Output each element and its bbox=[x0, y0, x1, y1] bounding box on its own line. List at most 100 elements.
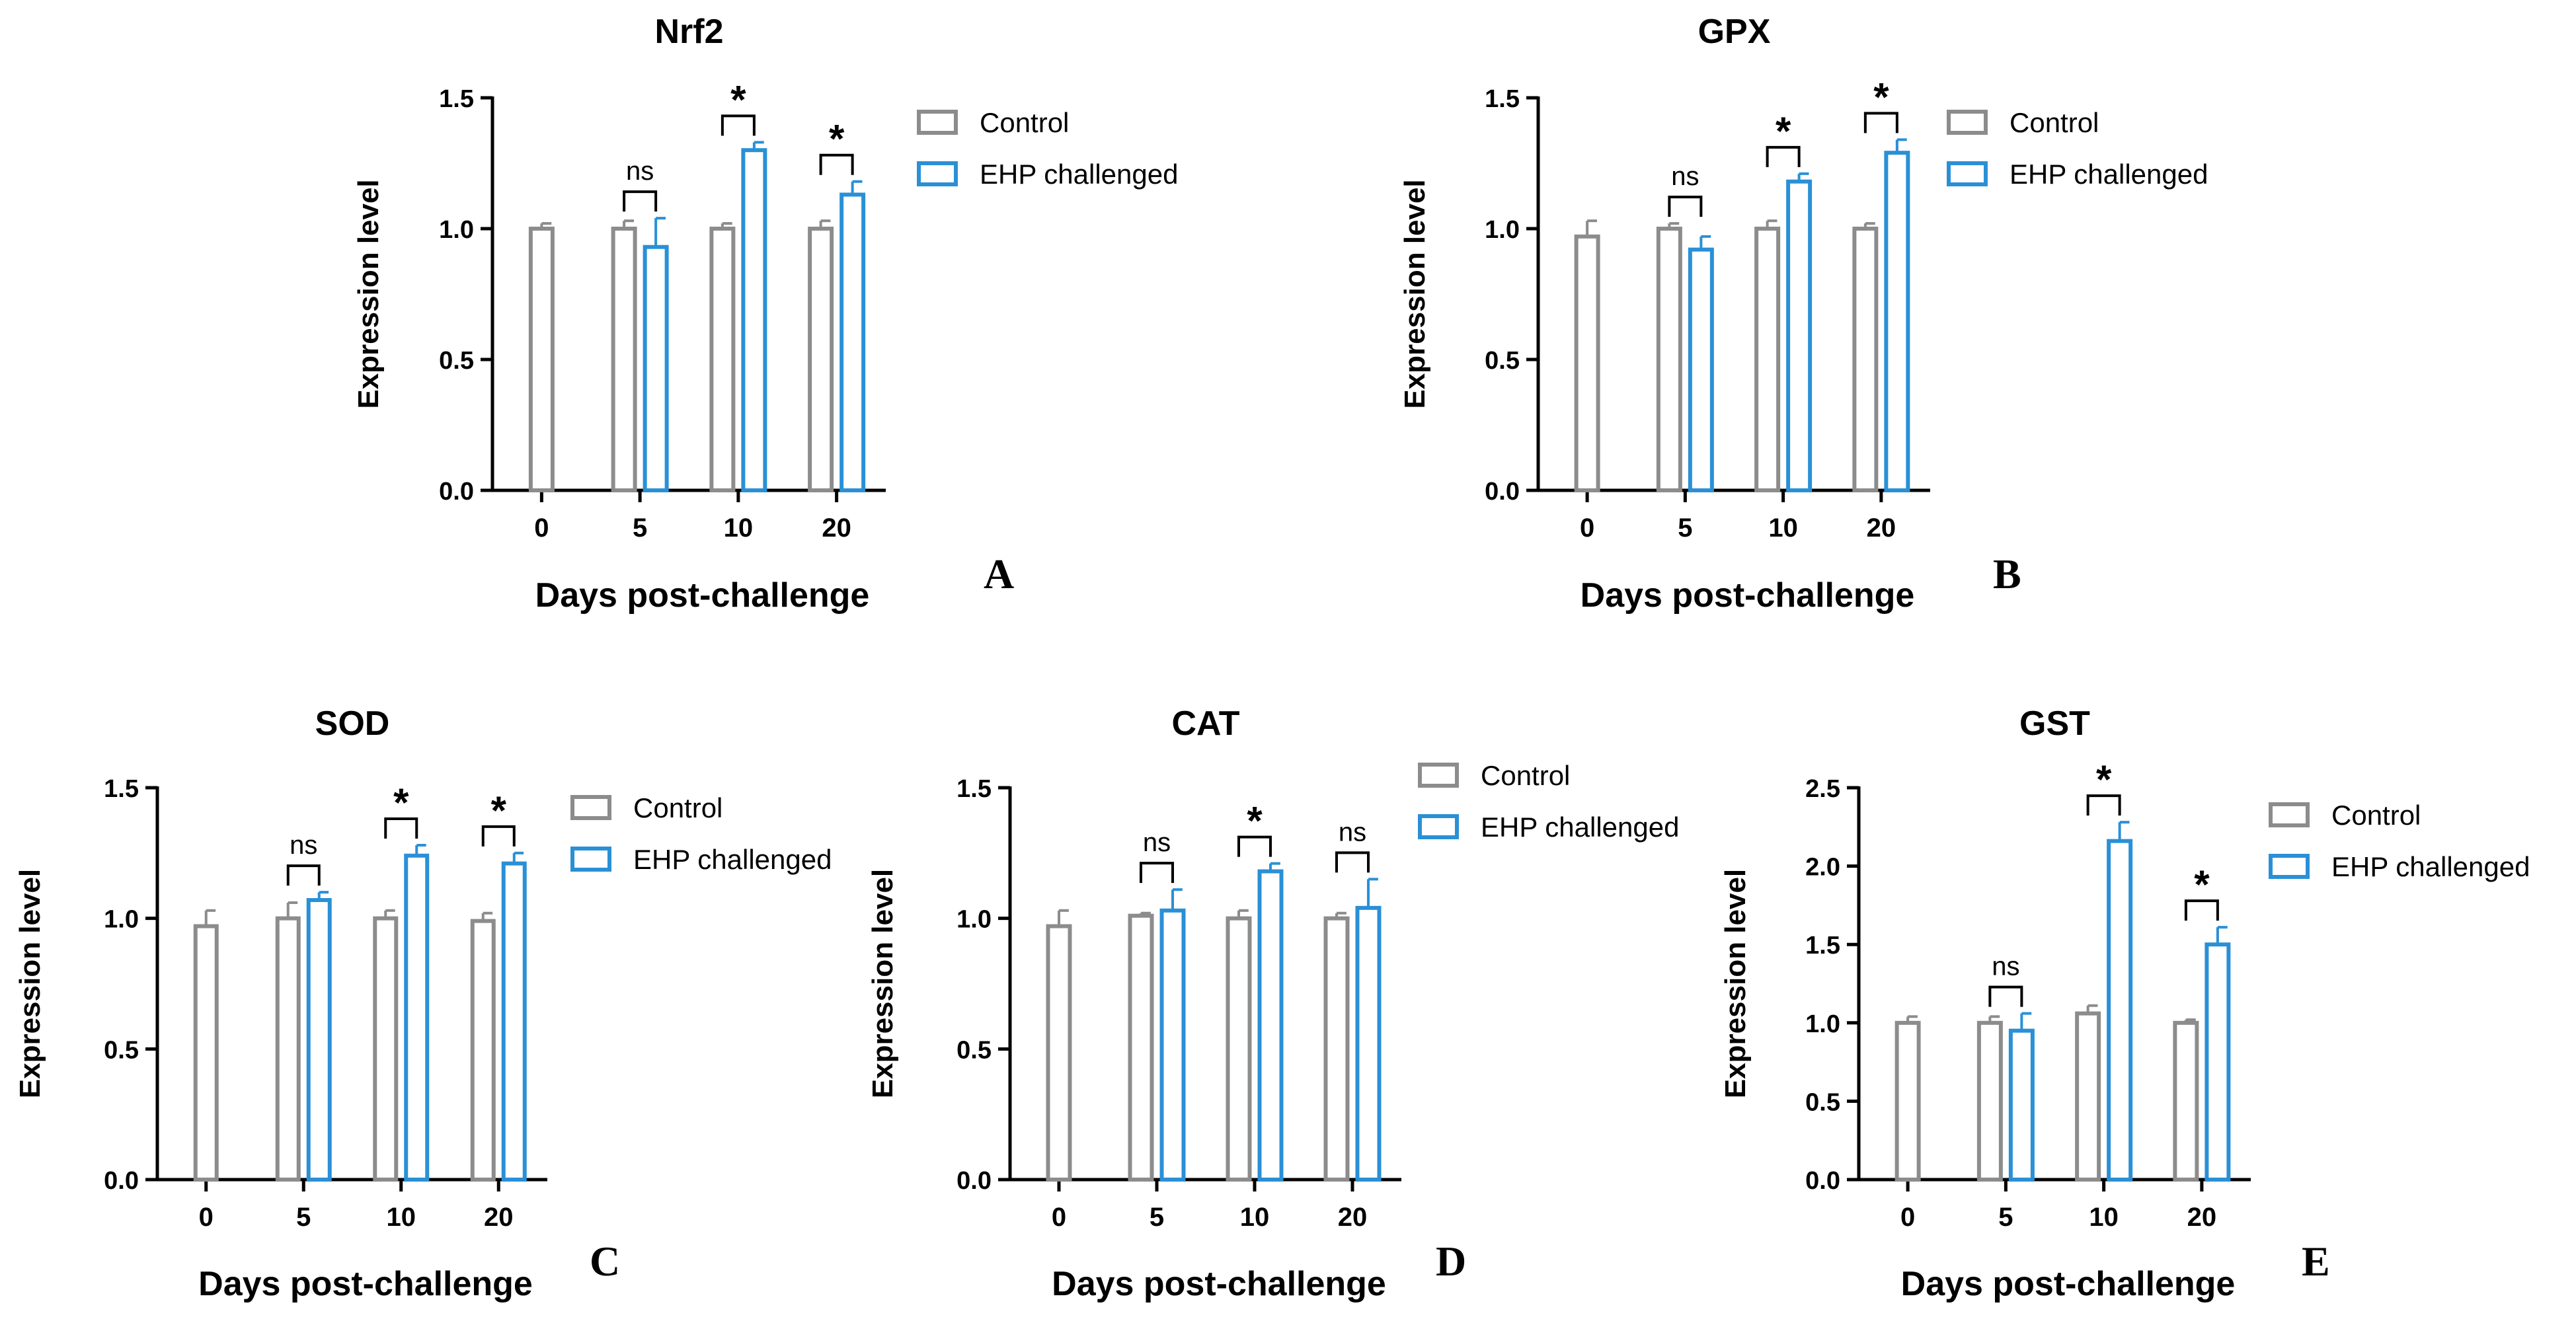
legend-swatch-control bbox=[1947, 110, 1988, 135]
legend-swatch-ehp bbox=[1418, 814, 1459, 839]
significance-bracket bbox=[1335, 851, 1370, 873]
significance-bracket bbox=[2184, 899, 2219, 921]
chart-title: GPX bbox=[1698, 13, 1771, 51]
significance-label: * bbox=[2194, 862, 2210, 907]
y-tick-label: 1.0 bbox=[104, 906, 139, 934]
significance-label: * bbox=[393, 780, 409, 825]
y-tick-label: 0.5 bbox=[1805, 1088, 1840, 1116]
significance-bracket bbox=[623, 190, 658, 212]
x-axis-label: Days post-challenge bbox=[1581, 576, 1915, 615]
y-tick-label: 0.5 bbox=[1485, 347, 1520, 375]
panel-letter: B bbox=[1993, 550, 2021, 597]
legend-label: EHP challenged bbox=[633, 844, 832, 875]
panel-letter: A bbox=[984, 550, 1014, 597]
y-tick-label: 0.5 bbox=[956, 1036, 992, 1064]
significance-label: ns bbox=[1992, 952, 2019, 981]
significance-bracket bbox=[1140, 862, 1174, 884]
legend-label: Control bbox=[633, 792, 722, 823]
x-tick-label: 20 bbox=[1867, 513, 1896, 543]
y-axis-label: Expression level bbox=[867, 869, 899, 1098]
y-tick-label: 1.0 bbox=[1485, 216, 1520, 244]
legend-label: EHP challenged bbox=[2331, 851, 2530, 882]
panel-letter: C bbox=[590, 1238, 620, 1285]
x-tick-label: 10 bbox=[1240, 1203, 1270, 1232]
significance-bracket bbox=[1668, 196, 1703, 217]
legend-label: EHP challenged bbox=[2010, 159, 2208, 190]
chart-title: GST bbox=[2019, 704, 2090, 743]
y-tick-label: 0.5 bbox=[104, 1036, 139, 1064]
legend-swatch-control bbox=[917, 110, 958, 135]
y-tick-label: 1.0 bbox=[1805, 1010, 1840, 1038]
y-tick-label: 2.0 bbox=[1805, 854, 1840, 882]
x-tick-label: 10 bbox=[2089, 1203, 2119, 1232]
legend-label: Control bbox=[980, 107, 1069, 138]
significance-label: * bbox=[2096, 757, 2112, 802]
x-tick-label: 5 bbox=[1678, 513, 1692, 543]
y-tick-label: 1.5 bbox=[1805, 932, 1840, 960]
legend-label: EHP challenged bbox=[1481, 812, 1679, 843]
significance-label: * bbox=[1873, 75, 1889, 119]
y-tick-label: 0.0 bbox=[956, 1167, 992, 1195]
legend-label: Control bbox=[1481, 760, 1570, 791]
significance-bracket bbox=[1988, 985, 2023, 1007]
x-tick-label: 0 bbox=[1900, 1203, 1915, 1232]
x-tick-label: 5 bbox=[1150, 1203, 1164, 1232]
legend-swatch-ehp bbox=[917, 161, 958, 186]
legend-swatch-control bbox=[570, 795, 611, 820]
x-tick-label: 0 bbox=[534, 513, 549, 543]
significance-label: ns bbox=[290, 831, 317, 860]
significance-bracket bbox=[721, 114, 756, 136]
y-tick-label: 1.0 bbox=[439, 216, 474, 244]
legend-swatch-ehp bbox=[2269, 854, 2310, 879]
y-tick-label: 1.5 bbox=[1485, 85, 1520, 113]
y-tick-label: 1.0 bbox=[956, 906, 992, 934]
x-tick-label: 0 bbox=[1580, 513, 1594, 543]
x-axis-label: Days post-challenge bbox=[1901, 1265, 2236, 1303]
chart-title: CAT bbox=[1171, 704, 1239, 743]
significance-bracket bbox=[819, 153, 854, 175]
significance-bracket bbox=[384, 817, 418, 839]
legend-swatch-ehp bbox=[570, 847, 611, 872]
x-tick-label: 5 bbox=[1998, 1203, 2013, 1232]
y-tick-label: 0.0 bbox=[1805, 1167, 1840, 1195]
x-tick-label: 10 bbox=[1768, 513, 1798, 543]
x-tick-label: 20 bbox=[1338, 1203, 1368, 1232]
significance-label: ns bbox=[626, 157, 654, 186]
significance-bracket bbox=[2086, 794, 2121, 816]
significance-bracket bbox=[286, 864, 321, 886]
legend-swatch-control bbox=[1418, 763, 1459, 788]
significance-label: * bbox=[1776, 109, 1791, 153]
significance-bracket bbox=[1237, 835, 1272, 857]
significance-label: * bbox=[1247, 799, 1263, 843]
y-tick-label: 0.0 bbox=[1485, 478, 1520, 506]
significance-bracket bbox=[481, 825, 516, 847]
panel-b: GPX 0.0 0.5 1.0 1.5 Expression level Days post… bbox=[1399, 13, 2208, 615]
x-axis-label: Days post-challenge bbox=[198, 1265, 533, 1303]
x-tick-label: 10 bbox=[724, 513, 754, 543]
legend-swatch-ehp bbox=[1947, 161, 1988, 186]
y-tick-label: 1.5 bbox=[104, 775, 139, 803]
legend-label: EHP challenged bbox=[980, 159, 1178, 190]
x-axis-label: Days post-challenge bbox=[1052, 1265, 1386, 1303]
x-tick-label: 20 bbox=[822, 513, 851, 543]
y-tick-label: 2.5 bbox=[1805, 775, 1840, 803]
panel-e: GST 0.0 0.5 1.0 1.5 2.0 2.5 Expression level Day… bbox=[1719, 704, 2530, 1303]
y-tick-label: 0.0 bbox=[439, 478, 474, 506]
y-tick-label: 1.5 bbox=[956, 775, 992, 803]
y-axis-label: Expression level bbox=[352, 179, 385, 408]
significance-label: * bbox=[829, 117, 845, 161]
panel-d: CAT 0.0 0.5 1.0 1.5 Expression level Days post… bbox=[867, 704, 1679, 1303]
panel-a: Nrf2 0.0 0.5 1.0 1.5 Expression level Days pos… bbox=[352, 13, 1178, 615]
x-axis-label: Days post-challenge bbox=[535, 576, 870, 615]
x-tick-label: 20 bbox=[484, 1203, 514, 1232]
significance-label: * bbox=[730, 77, 746, 122]
x-tick-label: 10 bbox=[387, 1203, 416, 1232]
significance-label: * bbox=[491, 788, 507, 833]
y-tick-label: 1.5 bbox=[439, 85, 474, 113]
panel-c: SOD 0.0 0.5 1.0 1.5 Expression level Days post… bbox=[14, 704, 832, 1303]
significance-bracket bbox=[1863, 112, 1898, 133]
significance-label: ns bbox=[1671, 162, 1699, 191]
y-axis-label: Expression level bbox=[14, 869, 46, 1098]
